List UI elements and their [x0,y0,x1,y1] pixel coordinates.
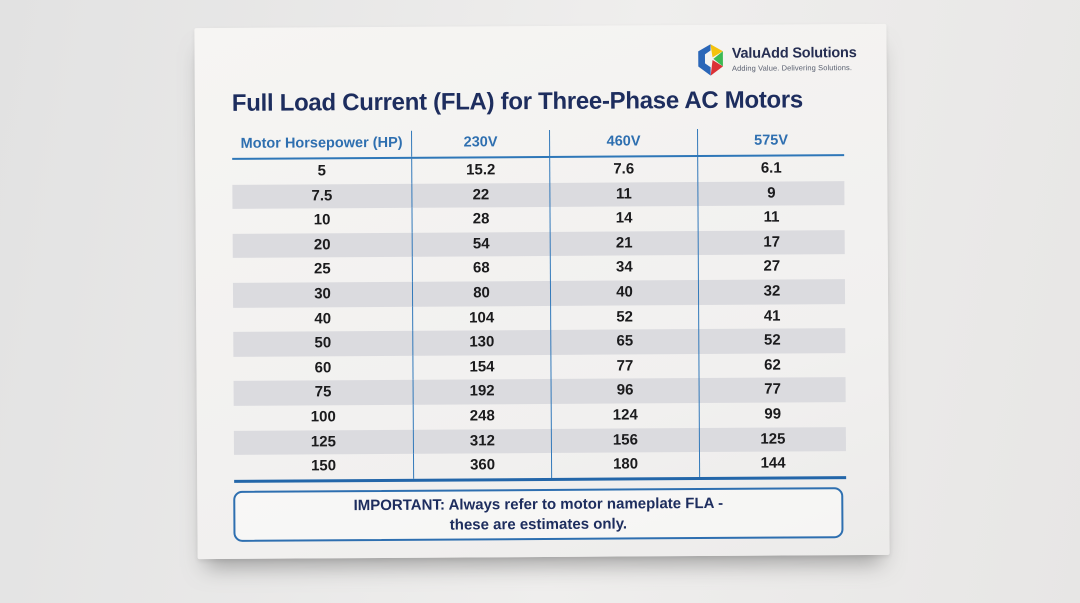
table-cell: 15.2 [411,157,550,184]
note-line-2: these are estimates only. [449,514,628,534]
table-cell: 54 [411,231,550,258]
table-cell: 77 [550,353,699,380]
table-cell: 40 [314,309,332,327]
table-cell: 312 [412,428,551,454]
table-cell: 62 [698,352,846,379]
table-cell: 6.1 [697,156,845,182]
table-cell: 60 [314,359,332,377]
table-cell: 52 [550,304,699,331]
table-cell: 248 [412,403,551,430]
table-row: 150 360 180 144 [234,451,847,479]
fla-table: Motor Horsepower (HP) 230V 460V 575V 5 15… [232,128,847,483]
table-cell: 144 [698,451,847,477]
table-cell: 25 [313,260,331,278]
table-cell: 34 [549,255,698,281]
table-cell: 21 [549,230,698,257]
table-row: 7.5 22 11 9 [232,180,845,210]
table-cell: 7.5 [311,186,333,205]
page-title: Full Load Current (FLA) for Three-Phase … [231,86,804,117]
table-cell: 11 [697,205,845,231]
brand-logo: ValuAdd Solutions Adding Value. Deliveri… [697,42,857,77]
table-cell: 52 [698,328,846,354]
table-cell: 75 [314,383,332,401]
table-cell: 154 [412,354,551,381]
table-cell: 96 [550,378,699,404]
table-cell: 124 [550,402,699,429]
table-row: 60 154 77 62 [233,352,846,381]
table-cell: 80 [411,280,551,307]
table-cell: 7.6 [549,157,698,183]
table-cell: 32 [697,279,846,305]
table-cell: 27 [697,254,845,281]
table-cell: 41 [698,303,846,330]
note-line-1: IMPORTANT: Always refer to motor namepla… [353,494,724,514]
table-cell: 10 [313,211,331,229]
column-header-460v: 460V [549,129,698,156]
table-cell: 50 [314,334,332,352]
table-cell: 125 [310,432,336,450]
paper-sheet: ValuAdd Solutions Adding Value. Deliveri… [194,23,890,560]
table-header-row: Motor Horsepower (HP) 230V 460V 575V [232,128,845,160]
table-cell: 180 [550,452,700,478]
column-header-230v: 230V [411,129,550,157]
table-cell: 14 [549,206,698,232]
table-row: 25 68 34 27 [233,254,845,283]
table-cell: 100 [310,408,336,426]
table-cell: 104 [412,305,551,331]
table-row: 100 248 124 99 [234,402,846,430]
table-row: 20 54 21 17 [232,229,845,259]
table-row: 50 130 65 52 [233,328,846,357]
table-cell: 28 [411,207,550,233]
important-note-text: IMPORTANT: Always refer to motor namepla… [353,493,723,535]
table-cell: 360 [412,453,552,479]
table-row: 75 192 96 77 [233,377,846,406]
table-cell: 99 [698,402,846,428]
table-cell: 30 [314,285,331,303]
table-cell: 68 [411,256,550,282]
table-cell: 192 [412,379,551,405]
table-cell: 20 [313,236,331,254]
table-cell: 11 [549,181,698,208]
table-cell: 9 [697,180,845,207]
table-cell: 65 [550,329,699,355]
table-row: 125 312 156 125 [233,426,846,456]
table-row: 5 15.2 7.6 6.1 [232,156,845,184]
table-cell: 156 [550,427,699,454]
table-cell: 130 [412,330,551,356]
important-note: IMPORTANT: Always refer to motor namepla… [233,487,844,542]
table-body: 5 15.2 7.6 6.1 7.5 22 11 9 10 28 14 11 20 54 21 17 25 68 3… [232,156,847,483]
table-row: 30 80 40 32 [232,279,846,308]
table-row: 40 104 52 41 [233,303,846,332]
column-header-575v: 575V [697,128,845,156]
table-cell: 77 [698,377,846,403]
table-cell: 150 [310,457,337,475]
table-cell: 40 [549,280,699,306]
table-cell: 22 [411,182,550,208]
valuadd-logo-icon [698,44,724,76]
brand-tagline: Adding Value. Delivering Solutions. [731,63,853,73]
table-cell: 17 [697,229,845,256]
table-cell: 5 [317,162,326,180]
column-header-hp: Motor Horsepower (HP) [240,134,403,152]
brand-text: ValuAdd Solutions Adding Value. Deliveri… [731,45,857,73]
table-row: 10 28 14 11 [232,205,845,233]
brand-name: ValuAdd Solutions [731,45,857,62]
table-cell: 125 [698,426,846,453]
